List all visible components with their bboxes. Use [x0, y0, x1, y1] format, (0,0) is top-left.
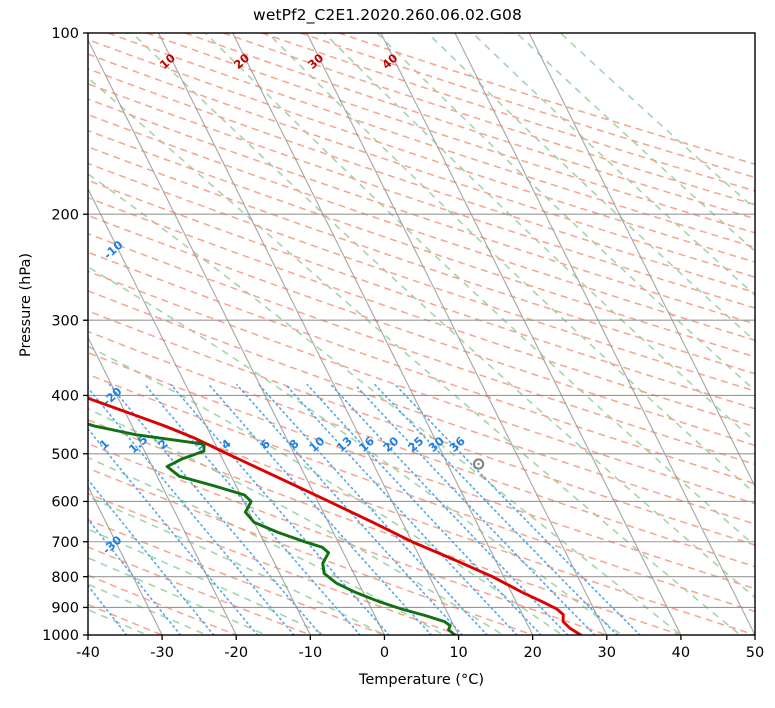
sounding-curves: [88, 396, 583, 635]
y-tick-label: 100: [51, 26, 79, 42]
y-tick-label: 500: [51, 447, 79, 463]
plot-background: [88, 33, 755, 635]
x-tick-label: 10: [449, 645, 467, 661]
y-tick-label: 200: [51, 207, 79, 223]
page-title: wetPf2_C2E1.2020.260.06.02.G08: [253, 6, 522, 24]
dry-adiabat-lines: [88, 33, 755, 635]
x-tick-label: 30: [598, 645, 616, 661]
x-tick-label: -40: [76, 645, 100, 661]
x-tick-label: 20: [523, 645, 541, 661]
lcl-marker[interactable]: [472, 458, 485, 470]
plot-border: [87, 32, 756, 636]
x-tick-label: -10: [298, 645, 322, 661]
x-axis-label: Temperature (°C): [358, 672, 485, 688]
y-tick-label: 700: [51, 535, 79, 551]
y-axis-label: Pressure (hPa): [18, 253, 34, 358]
x-tick-label: -30: [150, 645, 174, 661]
x-tick-label: -20: [224, 645, 248, 661]
x-tick-label: 0: [380, 645, 389, 661]
x-tick-label: 40: [672, 645, 690, 661]
y-tick-label: 400: [51, 389, 79, 405]
y-tick-label: 800: [51, 570, 79, 586]
y-tick-label: 600: [51, 495, 79, 511]
y-tick-label: 900: [51, 601, 79, 617]
x-tick-label: 50: [746, 645, 764, 661]
y-tick-label: 1000: [42, 628, 79, 644]
y-tick-label: 300: [51, 313, 79, 329]
isotherm-lines: [88, 33, 755, 635]
pressure-gridlines: [88, 33, 755, 635]
